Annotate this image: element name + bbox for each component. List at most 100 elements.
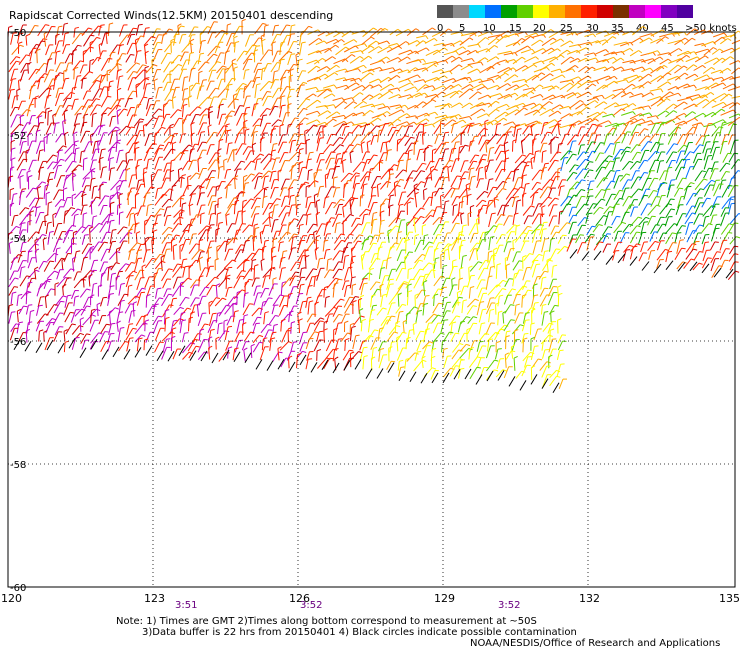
- wind-barb-feather: [213, 131, 218, 134]
- wind-barb: [182, 89, 185, 101]
- wind-barb-feather: [712, 111, 717, 116]
- wind-barb: [170, 186, 173, 200]
- wind-barb: [396, 237, 404, 251]
- wind-barb-feather: [65, 209, 70, 212]
- wind-barb: [397, 152, 405, 163]
- wind-barb: [731, 95, 740, 99]
- wind-barb-feather: [668, 52, 672, 57]
- wind-barb: [477, 128, 485, 137]
- wind-barb-feather: [195, 297, 200, 299]
- wind-barb: [486, 186, 494, 198]
- wind-barb: [620, 68, 633, 72]
- wind-barb: [587, 181, 591, 191]
- wind-barb: [585, 124, 593, 136]
- wind-barb-feather: [142, 64, 147, 67]
- wind-barb-feather: [264, 175, 269, 178]
- wind-barb-feather: [636, 225, 641, 228]
- wind-barb: [711, 101, 724, 108]
- wind-barb: [371, 161, 380, 172]
- wind-barb: [115, 98, 121, 110]
- legend-swatch: [437, 5, 453, 18]
- wind-barb: [235, 143, 243, 156]
- wind-barb-feather: [309, 300, 314, 303]
- wind-barb-feather: [10, 139, 15, 143]
- wind-barb: [551, 266, 554, 278]
- wind-barb: [476, 48, 488, 54]
- wind-barb-feather: [494, 119, 499, 123]
- wind-barb-feather: [28, 175, 33, 178]
- wind-barb: [594, 166, 603, 180]
- wind-barb-feather: [281, 267, 286, 269]
- wind-barb: [476, 302, 481, 316]
- wind-barb-feather: [637, 176, 642, 179]
- wind-barb: [360, 72, 371, 81]
- wind-barb: [108, 220, 111, 233]
- wind-barb: [316, 138, 321, 152]
- wind-barb-feather: [378, 246, 383, 249]
- wind-barb: [74, 226, 83, 236]
- wind-barb: [251, 104, 255, 117]
- wind-barb: [711, 119, 724, 125]
- wind-barb: [395, 261, 402, 272]
- wind-barb: [43, 137, 46, 152]
- wind-barb-feather: [638, 188, 643, 191]
- wind-barb-feather: [646, 135, 651, 138]
- wind-barb: [225, 130, 228, 143]
- wind-barb-feather: [699, 224, 704, 227]
- wind-barb-feather: [222, 65, 227, 68]
- wind-barb: [272, 294, 281, 307]
- wind-barb-feather: [388, 46, 393, 50]
- wind-barb: [109, 131, 114, 145]
- wind-barb-feather: [114, 307, 119, 310]
- wind-barb: [54, 248, 58, 263]
- wind-barb: [170, 109, 179, 119]
- wind-barb: [397, 294, 400, 307]
- wind-barb-feather: [172, 41, 177, 44]
- wind-barb-feather: [386, 111, 391, 115]
- wind-barb: [677, 196, 682, 209]
- wind-barb-feather: [35, 231, 40, 234]
- wind-barb: [657, 52, 670, 56]
- wind-barb-feather: [90, 132, 95, 136]
- wind-barb-feather: [360, 141, 365, 145]
- wind-barb-feather: [548, 259, 553, 262]
- wind-barb: [431, 288, 439, 299]
- wind-barb: [161, 242, 168, 254]
- wind-barb-feather: [312, 93, 317, 97]
- wind-barb: [542, 251, 546, 262]
- wind-barb: [81, 234, 86, 245]
- wind-barb: [105, 33, 108, 44]
- wind-barb-feather: [71, 193, 76, 197]
- wind-barb-feather: [387, 257, 392, 259]
- wind-barb: [9, 79, 13, 91]
- wind-barb-feather: [459, 201, 464, 204]
- wind-barb: [712, 76, 723, 81]
- wind-barb: [514, 154, 523, 164]
- wind-barb: [333, 58, 346, 65]
- wind-barb-feather: [163, 33, 168, 35]
- wind-barb: [415, 118, 427, 126]
- wind-barb: [152, 69, 158, 82]
- wind-barb-feather: [214, 258, 219, 261]
- wind-barb-feather: [710, 91, 715, 96]
- wind-barb-feather: [547, 196, 552, 199]
- wind-barb-feather: [264, 24, 269, 27]
- wind-barb: [433, 42, 444, 46]
- wind-barb-feather: [285, 205, 290, 208]
- wind-barb-feather: [595, 97, 600, 101]
- wind-barb: [136, 180, 140, 191]
- wind-barb: [224, 239, 228, 252]
- wind-barb: [91, 149, 97, 161]
- wind-barb: [333, 158, 339, 171]
- wind-barb-feather: [263, 187, 268, 191]
- wind-barb-feather: [402, 303, 407, 306]
- wind-barb: [143, 186, 152, 199]
- wind-barb-feather: [438, 288, 443, 291]
- wind-barb: [323, 197, 326, 209]
- wind-barb: [350, 248, 353, 262]
- wind-barb: [668, 126, 678, 137]
- wind-barb-feather: [228, 142, 233, 144]
- wind-barb: [332, 250, 341, 261]
- wind-barb: [584, 52, 595, 56]
- wind-barb-feather: [478, 208, 483, 211]
